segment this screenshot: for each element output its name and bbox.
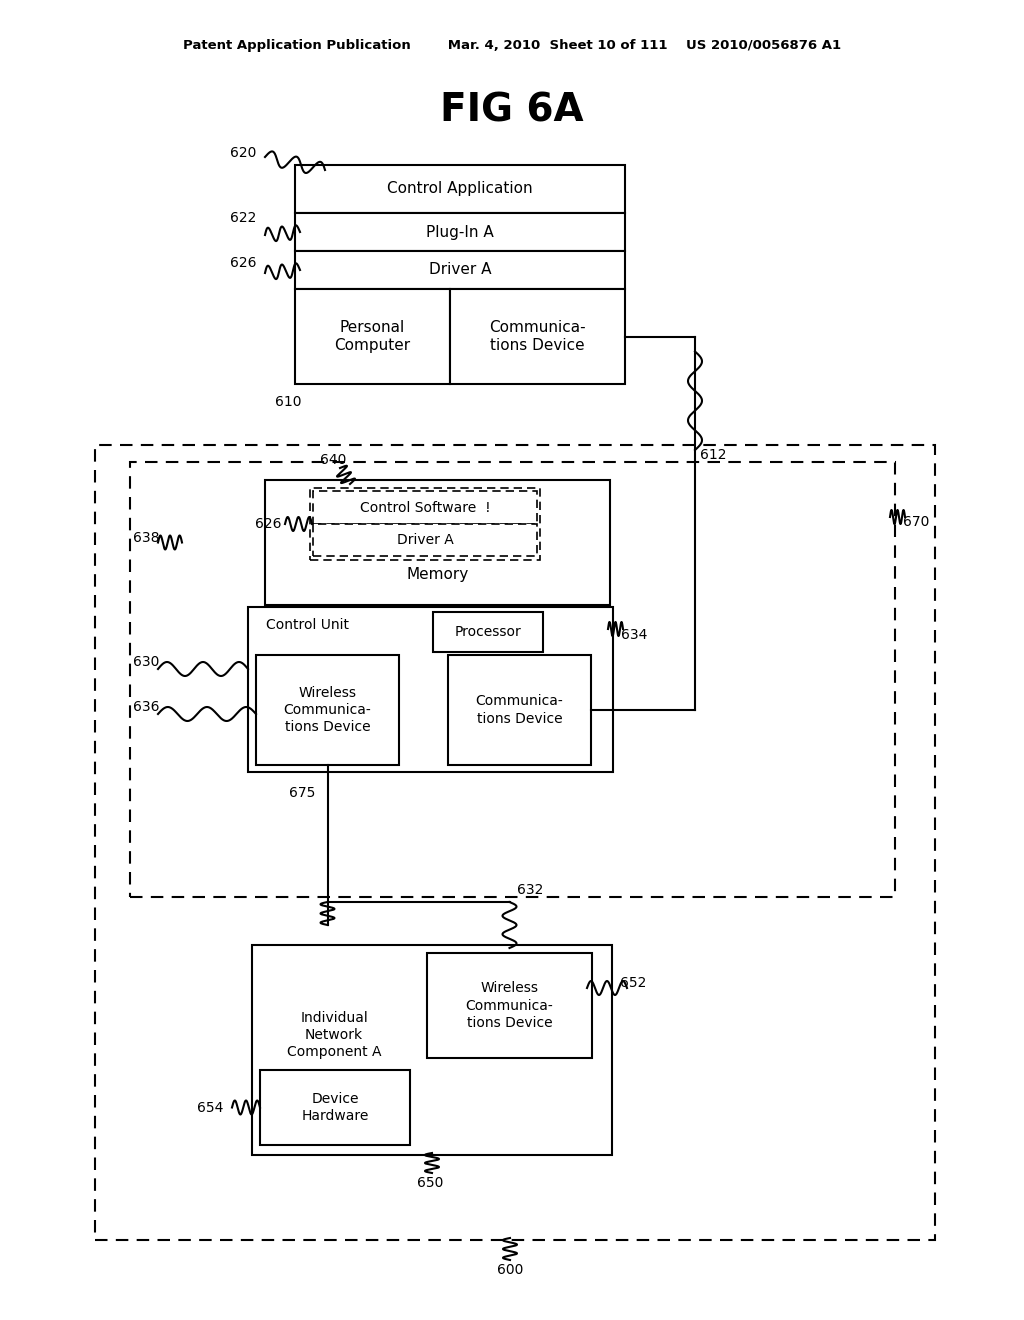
Bar bbox=[310, 488, 540, 560]
Text: Driver A: Driver A bbox=[396, 533, 454, 546]
Bar bbox=[427, 953, 592, 1059]
Text: Plug-In A: Plug-In A bbox=[426, 224, 494, 239]
Text: 626: 626 bbox=[230, 256, 256, 271]
Text: Control Software  !: Control Software ! bbox=[359, 500, 490, 515]
Text: Memory: Memory bbox=[407, 568, 469, 582]
Bar bbox=[95, 445, 935, 1239]
Bar bbox=[265, 480, 610, 605]
Text: 640: 640 bbox=[319, 453, 346, 467]
Text: 638: 638 bbox=[133, 531, 160, 544]
Bar bbox=[295, 251, 625, 289]
Bar bbox=[313, 491, 537, 524]
Text: 650: 650 bbox=[417, 1176, 443, 1191]
Text: 622: 622 bbox=[230, 211, 256, 224]
Text: Communica-
tions Device: Communica- tions Device bbox=[489, 319, 586, 354]
Bar bbox=[295, 213, 625, 251]
Bar bbox=[433, 612, 543, 652]
Text: Individual
Network
Component A: Individual Network Component A bbox=[287, 1011, 381, 1059]
Text: 675: 675 bbox=[290, 785, 315, 800]
Text: 626: 626 bbox=[255, 517, 282, 531]
Text: Patent Application Publication        Mar. 4, 2010  Sheet 10 of 111    US 2010/0: Patent Application Publication Mar. 4, 2… bbox=[183, 38, 841, 51]
Text: 632: 632 bbox=[517, 883, 544, 898]
Text: Device
Hardware: Device Hardware bbox=[301, 1092, 369, 1123]
Bar bbox=[450, 289, 625, 384]
Text: Control Application: Control Application bbox=[387, 181, 532, 197]
Text: Driver A: Driver A bbox=[429, 263, 492, 277]
Text: 670: 670 bbox=[903, 515, 930, 529]
Text: 636: 636 bbox=[133, 700, 160, 714]
Bar bbox=[449, 655, 591, 766]
Text: 620: 620 bbox=[230, 147, 256, 160]
Text: 634: 634 bbox=[621, 628, 647, 642]
Text: Processor: Processor bbox=[455, 624, 521, 639]
Bar bbox=[313, 524, 537, 556]
Text: Personal
Computer: Personal Computer bbox=[335, 319, 411, 354]
Text: 600: 600 bbox=[497, 1263, 523, 1276]
Text: 612: 612 bbox=[700, 447, 726, 462]
Bar bbox=[260, 1071, 410, 1144]
Bar bbox=[256, 655, 399, 766]
Text: 652: 652 bbox=[620, 975, 646, 990]
Bar bbox=[248, 607, 613, 772]
Text: Wireless
Communica-
tions Device: Wireless Communica- tions Device bbox=[284, 685, 372, 734]
Bar bbox=[252, 945, 612, 1155]
Text: Wireless
Communica-
tions Device: Wireless Communica- tions Device bbox=[466, 981, 553, 1030]
Text: Control Unit: Control Unit bbox=[266, 618, 349, 632]
Text: 610: 610 bbox=[275, 395, 301, 409]
Text: 654: 654 bbox=[197, 1101, 223, 1114]
Text: FIG 6A: FIG 6A bbox=[440, 91, 584, 129]
Bar bbox=[295, 165, 625, 213]
Bar bbox=[295, 289, 450, 384]
Bar bbox=[130, 462, 895, 898]
Text: 630: 630 bbox=[133, 655, 160, 669]
Text: Communica-
tions Device: Communica- tions Device bbox=[475, 694, 563, 726]
